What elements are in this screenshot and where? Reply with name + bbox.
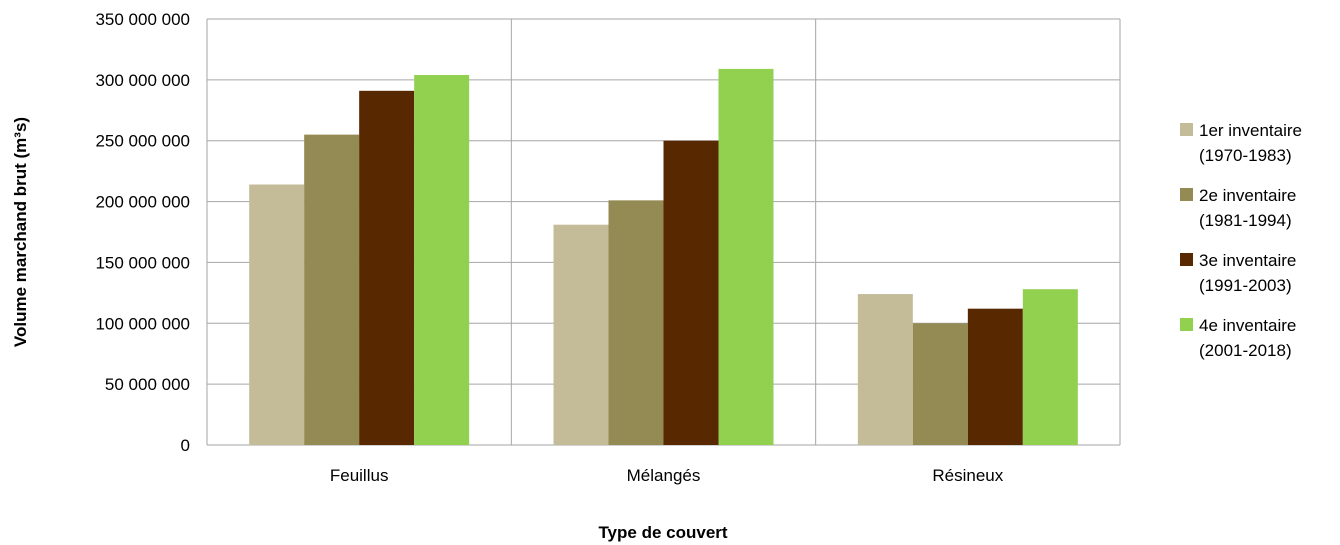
bar-Résineux-series-4 xyxy=(1022,289,1078,445)
bar-Feuillus-series-3 xyxy=(359,90,415,445)
bar-Feuillus-series-1 xyxy=(249,184,305,445)
y-tick-label: 150 000 000 xyxy=(95,253,190,272)
y-tick-label: 300 000 000 xyxy=(95,71,190,90)
y-tick-label: 100 000 000 xyxy=(95,314,190,333)
y-tick-label: 50 000 000 xyxy=(105,375,190,394)
y-tick-label: 200 000 000 xyxy=(95,193,190,212)
legend: 1er inventaire (1970-1983) 2e inventaire … xyxy=(1180,118,1340,378)
bar-Feuillus-series-4 xyxy=(414,74,470,445)
bar-Mélangés-series-4 xyxy=(718,68,774,445)
bars xyxy=(249,68,1078,445)
x-tick-labels: Feuillus Mélangés Résineux xyxy=(330,466,1004,485)
legend-label: 2e inventaire (1981-1994) xyxy=(1199,186,1297,230)
y-tick-label: 350 000 000 xyxy=(95,10,190,29)
legend-swatch xyxy=(1180,318,1193,331)
y-tick-labels: 0 50 000 000 100 000 000 150 000 000 200 000… xyxy=(95,10,190,455)
legend-swatch xyxy=(1180,123,1193,136)
y-axis-title: Volume marchand brut (m³s) xyxy=(11,117,30,347)
legend-swatch xyxy=(1180,253,1193,266)
legend-label: 3e inventaire (1991-2003) xyxy=(1199,251,1297,295)
bar-Résineux-series-3 xyxy=(967,308,1023,445)
legend-label: 1er inventaire (1970-1983) xyxy=(1199,121,1303,165)
x-axis-title: Type de couvert xyxy=(598,523,727,542)
x-tick-label: Feuillus xyxy=(330,466,389,485)
bar-Mélangés-series-1 xyxy=(553,224,609,445)
bar-Feuillus-series-2 xyxy=(304,134,360,445)
bar-Mélangés-series-3 xyxy=(663,140,719,445)
legend-item: 1er inventaire (1970-1983) xyxy=(1180,118,1340,168)
legend-item: 2e inventaire (1981-1994) xyxy=(1180,183,1340,233)
bar-Mélangés-series-2 xyxy=(608,200,664,445)
bar-Résineux-series-2 xyxy=(912,323,968,445)
legend-label: 4e inventaire (2001-2018) xyxy=(1199,316,1297,360)
x-tick-label: Résineux xyxy=(932,466,1003,485)
x-tick-label: Mélangés xyxy=(627,466,701,485)
legend-swatch xyxy=(1180,188,1193,201)
legend-item: 3e inventaire (1991-2003) xyxy=(1180,248,1340,298)
legend-item: 4e inventaire (2001-2018) xyxy=(1180,313,1340,363)
y-tick-label: 0 xyxy=(181,436,190,455)
y-tick-label: 250 000 000 xyxy=(95,132,190,151)
bar-Résineux-series-1 xyxy=(857,294,913,445)
